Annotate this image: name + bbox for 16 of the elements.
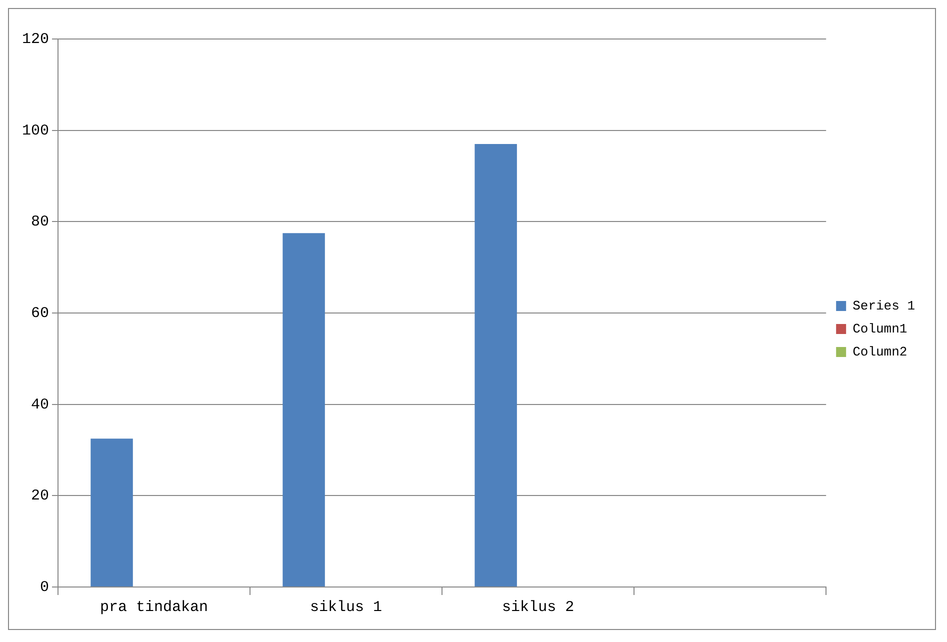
x-tick-label: pra tindakan (100, 598, 208, 616)
bar (90, 438, 133, 586)
x-tick-label: siklus 1 (310, 598, 382, 616)
bar (282, 233, 325, 586)
y-tick-label: 120 (22, 30, 50, 48)
y-tick-label: 40 (30, 396, 50, 414)
y-tick-label: 100 (22, 122, 50, 140)
y-tick-label: 80 (30, 214, 50, 231)
y-tick-label: 0 (40, 578, 50, 596)
legend-label: Column1 (852, 321, 908, 336)
x-tick-label: siklus 2 (502, 598, 574, 616)
y-tick-label: 60 (30, 304, 50, 322)
y-tick-label: 20 (30, 488, 50, 505)
bar (474, 144, 517, 586)
legend-label: Series 1 (852, 298, 916, 314)
legend-label: Column2 (852, 344, 908, 360)
